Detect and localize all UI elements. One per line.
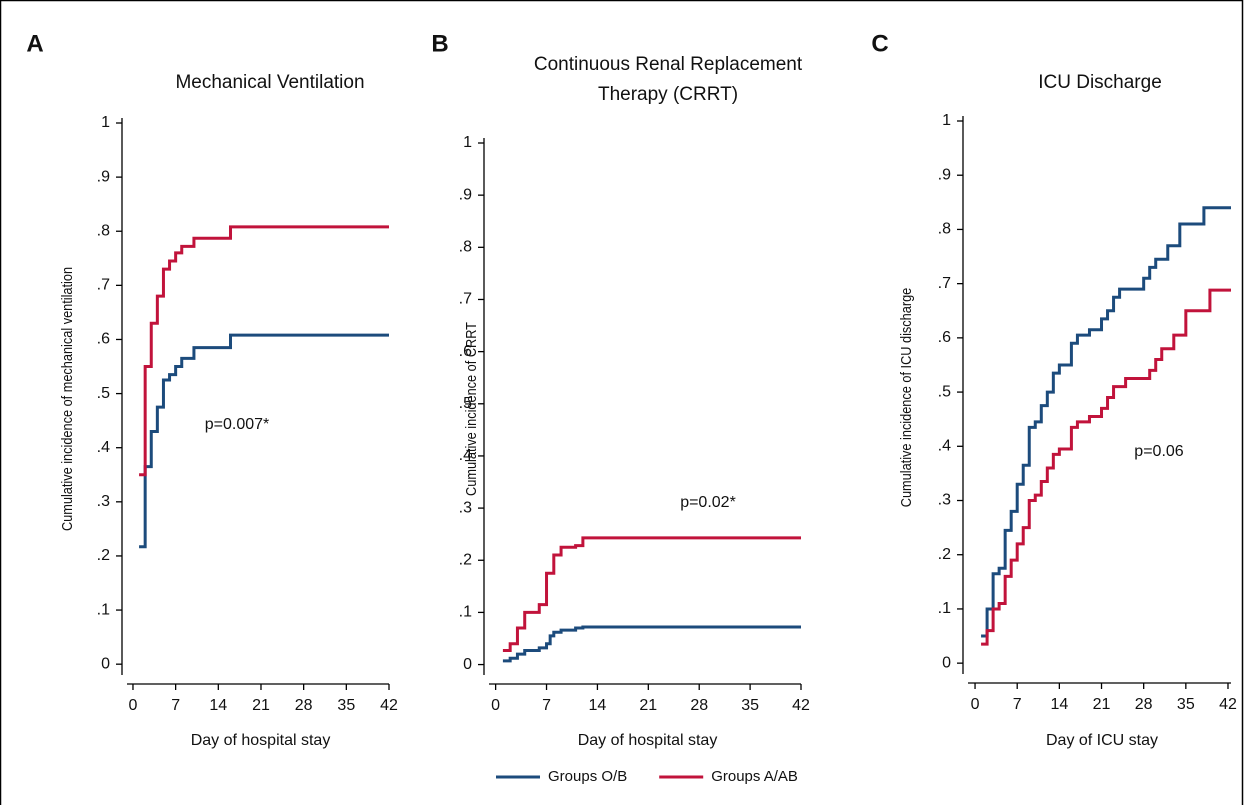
y-tick-label: .6 — [97, 331, 110, 348]
x-tick-label: 35 — [741, 697, 759, 714]
annotation: p=0.06 — [1134, 443, 1183, 460]
x-tick-label: 28 — [1135, 696, 1153, 713]
x-tick-label: 7 — [1013, 696, 1022, 713]
annotation: p=0.02* — [680, 494, 736, 511]
y-tick-label: .9 — [97, 168, 110, 185]
x-axis-title: Day of ICU stay — [1046, 732, 1158, 749]
y-tick-label: .2 — [938, 546, 951, 563]
y-tick-label: .1 — [938, 600, 951, 617]
y-tick-label: .4 — [938, 438, 951, 455]
x-tick-label: 0 — [129, 697, 138, 714]
panel-letter: A — [26, 30, 43, 57]
x-tick-label: 0 — [971, 696, 980, 713]
y-tick-label: .8 — [97, 222, 110, 239]
series-line — [139, 333, 389, 549]
y-tick-label: .4 — [97, 439, 110, 456]
y-tick-label: .9 — [938, 166, 951, 183]
x-tick-label: 14 — [1050, 696, 1068, 713]
x-tick-label: 28 — [295, 697, 313, 714]
y-tick-label: .3 — [459, 499, 472, 516]
y-tick-label: 1 — [463, 134, 472, 151]
chart-title: ICU Discharge — [1038, 72, 1162, 93]
y-tick-label: 0 — [942, 654, 951, 671]
x-axis-title: Day of hospital stay — [191, 732, 331, 749]
annotation: p=0.007* — [205, 416, 270, 433]
y-tick-label: .2 — [459, 551, 472, 568]
legend-label: Groups O/B — [548, 768, 627, 785]
y-tick-label: .7 — [938, 275, 951, 292]
y-axis-title: Cumulative incidence of mechanical venti… — [58, 267, 75, 531]
x-tick-label: 42 — [380, 697, 398, 714]
chart-title: Mechanical Ventilation — [175, 72, 364, 93]
y-tick-label: .9 — [459, 186, 472, 203]
y-tick-label: .3 — [97, 493, 110, 510]
y-tick-label: .5 — [938, 383, 951, 400]
y-tick-label: .2 — [97, 547, 110, 564]
chart-title: Therapy (CRRT) — [598, 84, 738, 105]
x-tick-label: 7 — [542, 697, 551, 714]
x-tick-label: 42 — [1219, 696, 1237, 713]
x-tick-label: 14 — [209, 697, 227, 714]
panel-letter: B — [431, 30, 448, 57]
series-line — [502, 536, 801, 652]
x-tick-label: 35 — [337, 697, 355, 714]
y-tick-label: .5 — [459, 395, 472, 412]
series-line — [139, 225, 389, 477]
x-tick-label: 42 — [792, 697, 810, 714]
y-tick-label: 1 — [942, 112, 951, 129]
x-tick-label: 21 — [252, 697, 270, 714]
y-tick-label: 0 — [101, 655, 110, 672]
y-tick-label: .3 — [938, 492, 951, 509]
series-line — [981, 206, 1231, 638]
y-tick-label: .6 — [459, 343, 472, 360]
y-axis-title: Cumulative incidence of CRRT — [462, 322, 479, 496]
y-tick-label: .4 — [459, 447, 472, 464]
x-tick-label: 21 — [639, 697, 657, 714]
y-tick-label: .8 — [459, 239, 472, 256]
series-line — [981, 288, 1231, 646]
y-tick-label: .7 — [459, 291, 472, 308]
y-tick-label: .7 — [97, 277, 110, 294]
x-axis-title: Day of hospital stay — [578, 732, 718, 749]
y-tick-label: .6 — [938, 329, 951, 346]
y-axis-title: Cumulative incidence of ICU discharge — [897, 288, 914, 508]
x-tick-label: 35 — [1177, 696, 1195, 713]
legend-label: Groups A/AB — [711, 768, 798, 785]
x-tick-label: 14 — [589, 697, 607, 714]
y-tick-label: 1 — [101, 114, 110, 131]
chart-title: Continuous Renal Replacement — [534, 54, 803, 75]
y-tick-label: .8 — [938, 221, 951, 238]
x-tick-label: 0 — [491, 697, 500, 714]
y-tick-label: .1 — [459, 604, 472, 621]
panel-letter: C — [871, 30, 888, 57]
x-tick-label: 21 — [1093, 696, 1111, 713]
y-tick-label: 0 — [463, 656, 472, 673]
y-tick-label: .1 — [97, 601, 110, 618]
y-tick-label: .5 — [97, 385, 110, 402]
x-tick-label: 28 — [690, 697, 708, 714]
x-tick-label: 7 — [171, 697, 180, 714]
series-line — [502, 625, 801, 663]
